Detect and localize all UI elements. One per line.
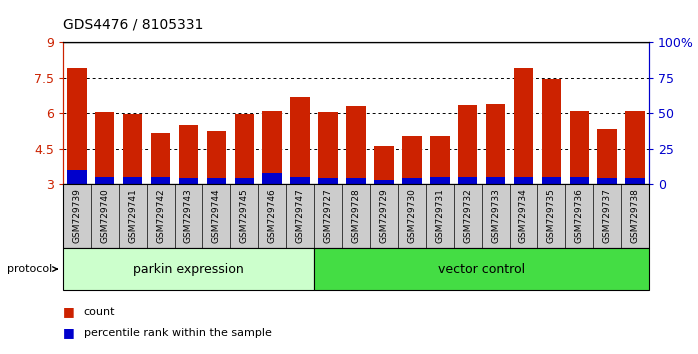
Text: GSM729743: GSM729743	[184, 189, 193, 243]
Bar	[402, 136, 422, 184]
Bar	[318, 112, 338, 184]
Bar	[430, 136, 450, 184]
Text: GSM729746: GSM729746	[268, 189, 276, 243]
Bar	[346, 178, 366, 184]
Bar	[235, 114, 254, 184]
Bar	[374, 180, 394, 184]
Text: GSM729734: GSM729734	[519, 189, 528, 243]
Bar	[123, 177, 142, 184]
Bar	[67, 170, 87, 184]
Bar	[67, 68, 87, 184]
Text: GSM729730: GSM729730	[408, 188, 416, 244]
Bar	[207, 178, 226, 184]
Text: protocol: protocol	[7, 264, 52, 274]
Bar	[318, 178, 338, 184]
Bar	[290, 177, 310, 184]
Bar	[570, 177, 589, 184]
Bar	[179, 178, 198, 184]
Text: GSM729745: GSM729745	[240, 189, 248, 243]
Bar	[151, 133, 170, 184]
Bar	[458, 177, 477, 184]
Bar	[597, 178, 617, 184]
Text: count: count	[84, 307, 115, 316]
Text: GSM729742: GSM729742	[156, 189, 165, 243]
Text: GSM729731: GSM729731	[436, 188, 444, 244]
Text: GSM729736: GSM729736	[575, 188, 584, 244]
Bar	[486, 177, 505, 184]
Bar	[570, 111, 589, 184]
Bar	[262, 173, 282, 184]
Text: GSM729740: GSM729740	[101, 189, 109, 243]
Bar	[542, 177, 561, 184]
Bar	[625, 178, 645, 184]
Text: GSM729741: GSM729741	[128, 189, 137, 243]
Text: GSM729739: GSM729739	[73, 188, 81, 244]
Bar	[486, 104, 505, 184]
Text: GDS4476 / 8105331: GDS4476 / 8105331	[63, 18, 203, 32]
Text: GSM729737: GSM729737	[603, 188, 611, 244]
Text: GSM729747: GSM729747	[296, 189, 304, 243]
Bar	[179, 125, 198, 184]
Text: percentile rank within the sample: percentile rank within the sample	[84, 328, 272, 338]
Bar	[262, 111, 282, 184]
Bar	[95, 112, 114, 184]
Bar	[290, 97, 310, 184]
Text: ■: ■	[63, 326, 75, 339]
Text: GSM729733: GSM729733	[491, 188, 500, 244]
Bar	[123, 114, 142, 184]
Text: GSM729728: GSM729728	[352, 189, 360, 243]
Bar	[514, 68, 533, 184]
Text: vector control: vector control	[438, 263, 525, 275]
Bar	[597, 129, 617, 184]
Text: parkin expression: parkin expression	[133, 263, 244, 275]
Text: ■: ■	[63, 305, 75, 318]
Bar	[514, 177, 533, 184]
Text: GSM729744: GSM729744	[212, 189, 221, 243]
Bar	[458, 105, 477, 184]
Text: GSM729729: GSM729729	[380, 189, 388, 243]
Bar	[95, 177, 114, 184]
Bar	[207, 131, 226, 184]
Bar	[151, 177, 170, 184]
Bar	[542, 79, 561, 184]
Text: GSM729732: GSM729732	[463, 189, 472, 243]
Bar	[346, 106, 366, 184]
Bar	[402, 178, 422, 184]
Bar	[625, 111, 645, 184]
Bar	[374, 146, 394, 184]
Text: GSM729727: GSM729727	[324, 189, 332, 243]
Text: GSM729738: GSM729738	[631, 188, 639, 244]
Text: GSM729735: GSM729735	[547, 188, 556, 244]
Bar	[430, 177, 450, 184]
Bar	[235, 178, 254, 184]
